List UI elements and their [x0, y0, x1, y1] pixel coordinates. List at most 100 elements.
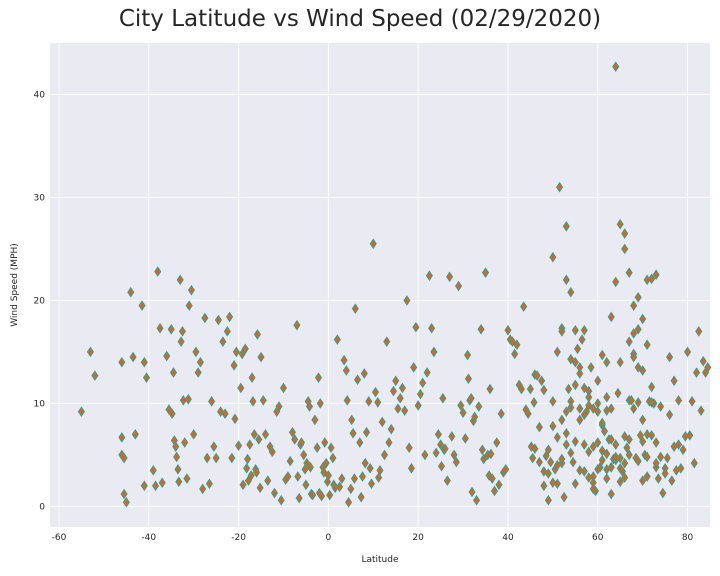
data-point [348, 414, 356, 426]
data-point [556, 181, 564, 193]
y-tick-labels: 0 10 20 30 40 [34, 90, 46, 512]
data-point [340, 354, 348, 366]
data-point [634, 292, 642, 303]
data-point [410, 362, 418, 373]
data-point [562, 439, 570, 450]
data-point [553, 432, 561, 443]
data-point [77, 406, 85, 417]
data-point [598, 445, 606, 457]
data-point [565, 383, 573, 395]
data-point [688, 396, 696, 407]
data-point [623, 442, 631, 454]
data-point [589, 483, 597, 495]
data-point [246, 439, 254, 450]
data-point [311, 414, 319, 426]
data-point [345, 496, 353, 508]
data-point [455, 280, 463, 292]
data-point [625, 336, 633, 347]
data-point [450, 449, 458, 461]
data-point [549, 251, 557, 263]
data-point [244, 453, 252, 465]
data-point [185, 300, 193, 311]
data-point [333, 334, 341, 345]
data-point [562, 274, 570, 286]
data-point [490, 485, 499, 497]
data-point [616, 218, 624, 230]
data-point [612, 451, 620, 463]
data-point [574, 343, 582, 355]
data-point [187, 284, 195, 296]
data-point [380, 449, 389, 461]
data-point [549, 420, 557, 432]
data-point [261, 429, 270, 440]
data-point [349, 427, 357, 439]
data-point [140, 480, 148, 492]
data-point [481, 267, 490, 278]
data-point [654, 473, 662, 484]
data-point [306, 461, 314, 473]
data-point [502, 464, 510, 475]
data-point [487, 448, 495, 460]
data-point [241, 343, 249, 355]
data-point [324, 470, 332, 481]
data-point [594, 406, 602, 417]
data-point [558, 414, 566, 426]
y-tick-label: 0 [39, 502, 45, 512]
data-point [576, 465, 584, 476]
data-point [567, 286, 575, 298]
data-point [248, 372, 256, 383]
data-point [612, 61, 620, 72]
data-point [704, 362, 712, 373]
data-point [358, 471, 367, 482]
data-point [423, 367, 431, 378]
data-point [598, 349, 606, 361]
data-point [540, 384, 548, 396]
data-point [571, 379, 579, 391]
data-point [684, 346, 692, 358]
data-point [544, 444, 552, 456]
data-point [300, 449, 308, 461]
data-point [616, 462, 624, 474]
data-point [302, 479, 310, 491]
data-point [659, 487, 667, 499]
data-point [428, 322, 436, 334]
x-tick-label: 40 [502, 533, 514, 543]
data-point [168, 408, 176, 420]
data-point [634, 455, 642, 467]
data-point [129, 351, 137, 363]
y-tick-label: 20 [34, 296, 46, 306]
data-point [434, 429, 442, 440]
data-point [398, 382, 406, 394]
data-point [571, 324, 579, 336]
data-point [697, 405, 705, 416]
data-point [439, 392, 447, 404]
data-point [360, 368, 368, 379]
data-point [670, 441, 678, 452]
data-point [571, 436, 579, 447]
data-point [247, 470, 255, 481]
data-point [529, 452, 537, 464]
data-point [607, 434, 615, 445]
data-point [643, 451, 651, 463]
data-point [504, 324, 512, 336]
data-point [343, 395, 351, 406]
data-point [175, 476, 183, 488]
data-point [475, 401, 483, 412]
data-point [562, 220, 570, 232]
data-point [634, 362, 642, 373]
data-point [235, 440, 243, 451]
data-point [621, 457, 629, 469]
data-point [589, 403, 597, 414]
data-point [172, 441, 180, 452]
data-point [576, 403, 584, 414]
data-point [467, 392, 475, 404]
data-point [520, 301, 528, 312]
data-point [666, 409, 674, 421]
data-point [223, 326, 231, 337]
data-point [270, 487, 279, 499]
data-point [232, 346, 240, 358]
data-point [383, 336, 391, 347]
data-point [385, 437, 393, 448]
data-point [598, 417, 606, 429]
data-point [580, 324, 588, 336]
